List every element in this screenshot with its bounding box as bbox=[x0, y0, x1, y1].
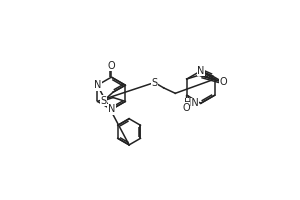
Text: N: N bbox=[197, 66, 204, 76]
Text: HN: HN bbox=[184, 98, 198, 108]
Text: S: S bbox=[152, 78, 158, 88]
Text: O: O bbox=[108, 61, 115, 71]
Text: N: N bbox=[94, 80, 101, 90]
Text: O: O bbox=[182, 103, 190, 113]
Text: N: N bbox=[108, 104, 115, 114]
Text: O: O bbox=[219, 77, 227, 87]
Text: S: S bbox=[100, 96, 106, 106]
